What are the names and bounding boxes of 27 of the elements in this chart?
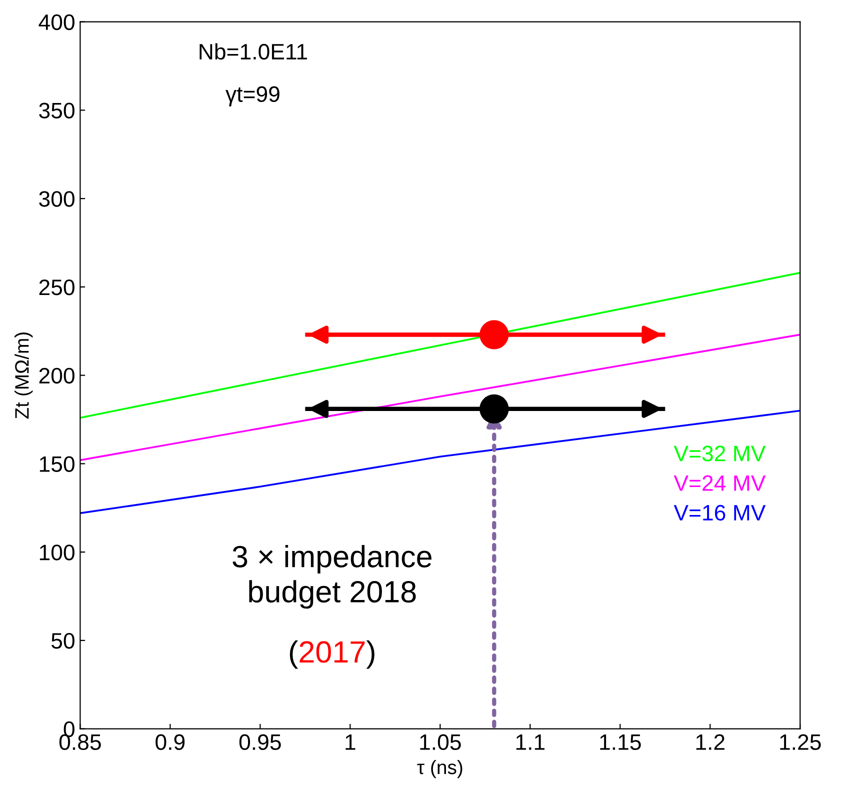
y-axis-title: Zt (MΩ/m) xyxy=(14,332,33,419)
annotation: ( xyxy=(290,640,298,669)
text: V=16 MV xyxy=(674,504,766,521)
x-tick-label: 0.95 xyxy=(239,734,281,750)
x-tick-label: 0.9 xyxy=(156,734,185,750)
annotation: 2017 xyxy=(300,641,365,663)
text: V=24 MV xyxy=(674,475,766,491)
y-tick-label: 150 xyxy=(40,456,74,472)
x-tick-label: 1.1 xyxy=(516,734,544,750)
y-tick-label: 200 xyxy=(39,368,74,384)
text: V=32 MV xyxy=(674,446,766,462)
y-tick-label: 350 xyxy=(39,102,74,118)
x-axis-title: τ (ns) xyxy=(417,760,462,778)
x-tick-label: 1.05 xyxy=(420,734,461,750)
annotation: 3 × impedance budget 2018 xyxy=(232,545,432,609)
y-tick-label: 50 xyxy=(51,632,74,649)
y-tick-label: 100 xyxy=(40,544,74,560)
annotation: ) xyxy=(366,640,374,669)
y-tick-label: 300 xyxy=(39,191,74,207)
annotation: γt=99 xyxy=(226,86,280,106)
annotation: Nb=1.0E11 xyxy=(200,43,307,60)
x-tick-label: 1.15 xyxy=(600,734,641,750)
y-tick-label: 400 xyxy=(38,14,74,30)
y-tick-label: 250 xyxy=(39,279,74,296)
x-tick-label: 1.25 xyxy=(780,734,821,750)
x-tick-label: 1.2 xyxy=(696,734,724,750)
x-tick-label: 1 xyxy=(346,734,356,750)
